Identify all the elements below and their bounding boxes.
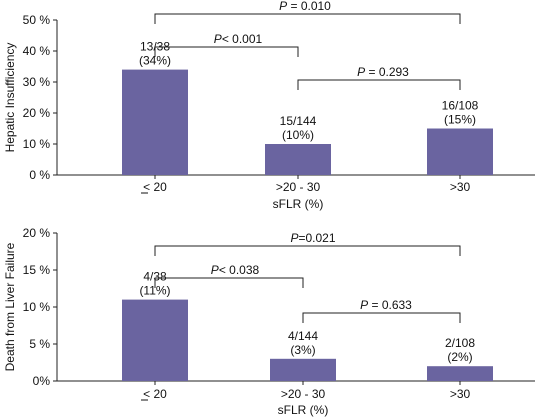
p-value-text: =0.021	[298, 231, 335, 245]
y-tick-label: 50 %	[23, 13, 51, 27]
p-value-text: = 0.010	[287, 0, 331, 13]
comparison-bracket	[297, 79, 461, 90]
comparison-bracket	[154, 277, 304, 288]
x-axis-title: sFLR (%)	[278, 403, 329, 417]
bar-percent-label: (2%)	[447, 350, 472, 364]
p-value-label: P = 0.293	[357, 65, 409, 79]
bar-count-label: 16/108	[442, 99, 479, 113]
y-tick-label: 30 %	[23, 75, 51, 89]
chart-panel-1: 0 % 10 % 20 % 30 % 40 % 50 % Hepatic Insuffici…	[3, 0, 535, 211]
y-tick-label: 40 %	[23, 44, 51, 58]
p-symbol: P	[360, 298, 368, 312]
p-value-text: < 0.001	[222, 32, 263, 46]
y-tick-label: 5 %	[29, 337, 50, 351]
p-value-text: = 0.293	[365, 65, 409, 79]
p-symbol: P	[290, 231, 298, 245]
bar	[122, 299, 188, 381]
x-tick-label: >30	[450, 180, 471, 194]
y-tick-label: 0 %	[29, 168, 50, 182]
p-symbol: P	[279, 0, 287, 13]
y-axis-title: Hepatic Insufficiency	[3, 43, 17, 153]
y-tick-label: 10 %	[23, 137, 51, 151]
p-symbol: P	[214, 32, 222, 46]
comparison-bracket	[154, 245, 461, 256]
y-tick-label: 0%	[33, 374, 51, 388]
bar	[427, 128, 493, 175]
bar	[265, 144, 331, 175]
chart-panel-2: 0% 5 % 10 % 15 % 20 % Death from Liver Failur…	[3, 226, 535, 417]
comparison-bracket	[302, 312, 461, 323]
x-tick-label: >20 - 30	[281, 387, 326, 401]
p-value-text: < 0.038	[219, 263, 260, 277]
x-tick-label: >20 - 30	[276, 180, 321, 194]
y-tick-label: 20 %	[23, 106, 51, 120]
bar	[270, 358, 336, 381]
x-tick-label: >30	[450, 387, 471, 401]
p-value-label: P=0.021	[290, 231, 335, 245]
bar-count-label: 2/108	[445, 336, 475, 350]
bar-percent-label: (34%)	[139, 54, 171, 68]
bar-percent-label: (3%)	[290, 343, 315, 357]
bar	[427, 366, 493, 381]
bar-count-label: 4/144	[288, 329, 318, 343]
p-symbol: P	[211, 263, 219, 277]
x-tick-label: < 20	[143, 180, 167, 194]
y-tick-label: 20 %	[23, 226, 51, 240]
y-axis-title: Death from Liver Failure	[3, 242, 17, 371]
x-axis-title: sFLR (%)	[273, 197, 324, 211]
p-value-label: P = 0.633	[360, 298, 412, 312]
bar	[122, 69, 188, 175]
bar-percent-label: (10%)	[282, 128, 314, 142]
comparison-bracket	[154, 13, 461, 24]
x-tick-label: < 20	[143, 387, 167, 401]
y-tick-label: 15 %	[23, 263, 51, 277]
bar-percent-label: (15%)	[444, 113, 476, 127]
p-value-label: P = 0.010	[279, 0, 331, 13]
bar-count-label: 4/38	[143, 270, 167, 284]
p-symbol: P	[357, 65, 365, 79]
comparison-bracket	[154, 46, 299, 57]
p-value-text: = 0.633	[368, 298, 412, 312]
p-value-label: P< 0.001	[214, 32, 263, 46]
bar-percent-label: (11%)	[139, 284, 170, 298]
bar-count-label: 15/144	[280, 114, 317, 128]
p-value-label: P< 0.038	[211, 263, 260, 277]
y-tick-label: 10 %	[23, 300, 51, 314]
